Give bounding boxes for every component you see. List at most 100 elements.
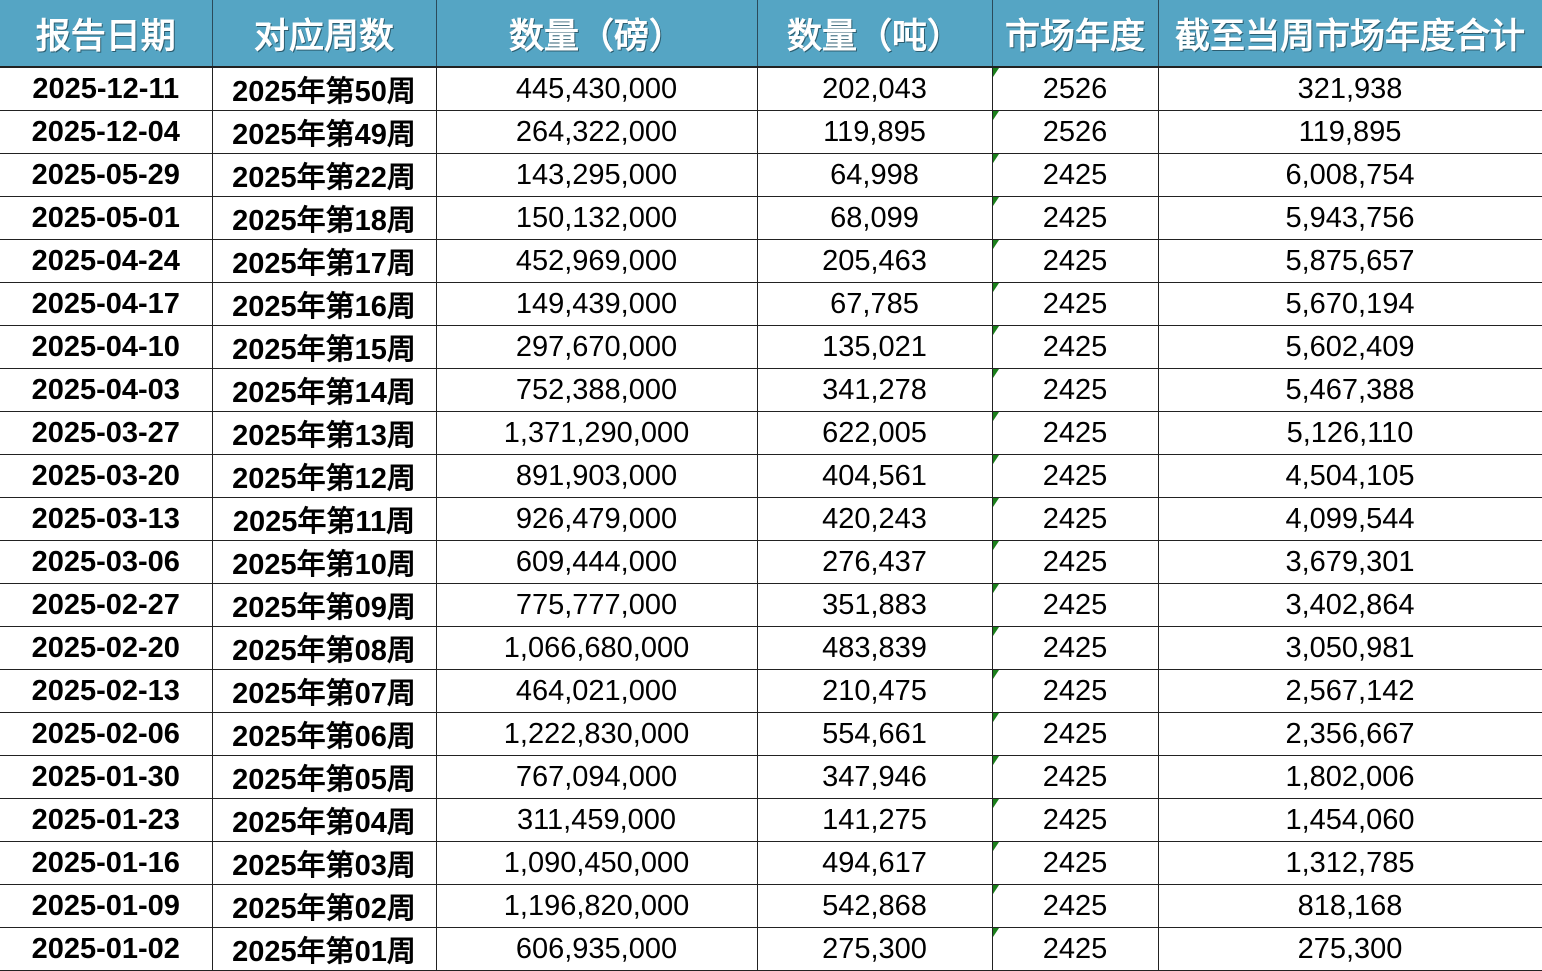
- cell-quantity-lbs[interactable]: 264,322,000: [436, 110, 758, 154]
- cell-quantity-lbs[interactable]: 297,670,000: [436, 325, 758, 369]
- cell-week[interactable]: 2025年第05周: [212, 755, 437, 799]
- cell-quantity-lbs[interactable]: 445,430,000: [436, 67, 758, 111]
- cell-cumulative-total[interactable]: 3,679,301: [1158, 540, 1542, 584]
- cell-cumulative-total[interactable]: 5,467,388: [1158, 368, 1542, 412]
- cell-report-date[interactable]: 2025-01-30: [0, 755, 213, 799]
- cell-quantity-lbs[interactable]: 149,439,000: [436, 282, 758, 326]
- cell-report-date[interactable]: 2025-01-23: [0, 798, 213, 842]
- cell-market-year[interactable]: 2425: [992, 927, 1159, 971]
- cell-report-date[interactable]: 2025-03-27: [0, 411, 213, 455]
- cell-quantity-tons[interactable]: 275,300: [757, 927, 993, 971]
- cell-week[interactable]: 2025年第06周: [212, 712, 437, 756]
- cell-market-year[interactable]: 2425: [992, 454, 1159, 498]
- cell-quantity-lbs[interactable]: 464,021,000: [436, 669, 758, 713]
- cell-quantity-tons[interactable]: 483,839: [757, 626, 993, 670]
- cell-quantity-tons[interactable]: 341,278: [757, 368, 993, 412]
- cell-cumulative-total[interactable]: 3,050,981: [1158, 626, 1542, 670]
- cell-quantity-tons[interactable]: 205,463: [757, 239, 993, 283]
- cell-quantity-lbs[interactable]: 609,444,000: [436, 540, 758, 584]
- cell-week[interactable]: 2025年第49周: [212, 110, 437, 154]
- cell-report-date[interactable]: 2025-03-20: [0, 454, 213, 498]
- cell-quantity-tons[interactable]: 202,043: [757, 67, 993, 111]
- cell-week[interactable]: 2025年第16周: [212, 282, 437, 326]
- header-cumulative-total[interactable]: 截至当周市场年度合计: [1158, 0, 1542, 68]
- cell-week[interactable]: 2025年第02周: [212, 884, 437, 928]
- cell-market-year[interactable]: 2425: [992, 841, 1159, 885]
- cell-report-date[interactable]: 2025-02-27: [0, 583, 213, 627]
- cell-report-date[interactable]: 2025-12-11: [0, 67, 213, 111]
- cell-cumulative-total[interactable]: 321,938: [1158, 67, 1542, 111]
- cell-market-year[interactable]: 2425: [992, 540, 1159, 584]
- cell-quantity-lbs[interactable]: 1,222,830,000: [436, 712, 758, 756]
- cell-quantity-tons[interactable]: 347,946: [757, 755, 993, 799]
- cell-quantity-lbs[interactable]: 1,090,450,000: [436, 841, 758, 885]
- cell-market-year[interactable]: 2526: [992, 67, 1159, 111]
- cell-quantity-tons[interactable]: 64,998: [757, 153, 993, 197]
- cell-market-year[interactable]: 2425: [992, 798, 1159, 842]
- cell-cumulative-total[interactable]: 119,895: [1158, 110, 1542, 154]
- cell-week[interactable]: 2025年第22周: [212, 153, 437, 197]
- cell-week[interactable]: 2025年第13周: [212, 411, 437, 455]
- cell-quantity-tons[interactable]: 135,021: [757, 325, 993, 369]
- cell-cumulative-total[interactable]: 1,454,060: [1158, 798, 1542, 842]
- cell-report-date[interactable]: 2025-04-10: [0, 325, 213, 369]
- cell-quantity-lbs[interactable]: 775,777,000: [436, 583, 758, 627]
- cell-cumulative-total[interactable]: 3,402,864: [1158, 583, 1542, 627]
- cell-quantity-tons[interactable]: 494,617: [757, 841, 993, 885]
- cell-quantity-lbs[interactable]: 1,196,820,000: [436, 884, 758, 928]
- cell-quantity-lbs[interactable]: 767,094,000: [436, 755, 758, 799]
- cell-cumulative-total[interactable]: 5,875,657: [1158, 239, 1542, 283]
- cell-quantity-tons[interactable]: 119,895: [757, 110, 993, 154]
- cell-report-date[interactable]: 2025-05-01: [0, 196, 213, 240]
- cell-quantity-lbs[interactable]: 311,459,000: [436, 798, 758, 842]
- cell-week[interactable]: 2025年第09周: [212, 583, 437, 627]
- cell-week[interactable]: 2025年第15周: [212, 325, 437, 369]
- cell-market-year[interactable]: 2425: [992, 583, 1159, 627]
- cell-week[interactable]: 2025年第01周: [212, 927, 437, 971]
- cell-quantity-tons[interactable]: 542,868: [757, 884, 993, 928]
- cell-market-year[interactable]: 2425: [992, 497, 1159, 541]
- cell-quantity-lbs[interactable]: 891,903,000: [436, 454, 758, 498]
- cell-week[interactable]: 2025年第50周: [212, 67, 437, 111]
- cell-quantity-tons[interactable]: 276,437: [757, 540, 993, 584]
- header-report-date[interactable]: 报告日期: [0, 0, 213, 68]
- cell-market-year[interactable]: 2425: [992, 325, 1159, 369]
- cell-report-date[interactable]: 2025-02-13: [0, 669, 213, 713]
- cell-report-date[interactable]: 2025-04-03: [0, 368, 213, 412]
- cell-market-year[interactable]: 2425: [992, 196, 1159, 240]
- header-market-year[interactable]: 市场年度: [992, 0, 1159, 68]
- cell-quantity-tons[interactable]: 404,561: [757, 454, 993, 498]
- cell-quantity-lbs[interactable]: 143,295,000: [436, 153, 758, 197]
- cell-quantity-tons[interactable]: 67,785: [757, 282, 993, 326]
- cell-report-date[interactable]: 2025-01-02: [0, 927, 213, 971]
- cell-market-year[interactable]: 2425: [992, 282, 1159, 326]
- cell-market-year[interactable]: 2425: [992, 411, 1159, 455]
- cell-cumulative-total[interactable]: 1,312,785: [1158, 841, 1542, 885]
- cell-market-year[interactable]: 2425: [992, 669, 1159, 713]
- cell-quantity-lbs[interactable]: 926,479,000: [436, 497, 758, 541]
- cell-quantity-tons[interactable]: 554,661: [757, 712, 993, 756]
- cell-cumulative-total[interactable]: 6,008,754: [1158, 153, 1542, 197]
- cell-quantity-lbs[interactable]: 150,132,000: [436, 196, 758, 240]
- cell-report-date[interactable]: 2025-02-06: [0, 712, 213, 756]
- cell-report-date[interactable]: 2025-02-20: [0, 626, 213, 670]
- cell-cumulative-total[interactable]: 2,356,667: [1158, 712, 1542, 756]
- header-quantity-lbs[interactable]: 数量（磅）: [436, 0, 758, 68]
- cell-report-date[interactable]: 2025-04-24: [0, 239, 213, 283]
- cell-quantity-lbs[interactable]: 606,935,000: [436, 927, 758, 971]
- cell-week[interactable]: 2025年第14周: [212, 368, 437, 412]
- header-week[interactable]: 对应周数: [212, 0, 437, 68]
- cell-cumulative-total[interactable]: 2,567,142: [1158, 669, 1542, 713]
- cell-week[interactable]: 2025年第08周: [212, 626, 437, 670]
- cell-cumulative-total[interactable]: 275,300: [1158, 927, 1542, 971]
- cell-market-year[interactable]: 2425: [992, 368, 1159, 412]
- cell-cumulative-total[interactable]: 5,943,756: [1158, 196, 1542, 240]
- cell-quantity-tons[interactable]: 622,005: [757, 411, 993, 455]
- cell-report-date[interactable]: 2025-03-06: [0, 540, 213, 584]
- cell-quantity-tons[interactable]: 351,883: [757, 583, 993, 627]
- cell-week[interactable]: 2025年第12周: [212, 454, 437, 498]
- cell-market-year[interactable]: 2526: [992, 110, 1159, 154]
- cell-market-year[interactable]: 2425: [992, 626, 1159, 670]
- cell-cumulative-total[interactable]: 4,504,105: [1158, 454, 1542, 498]
- cell-quantity-lbs[interactable]: 452,969,000: [436, 239, 758, 283]
